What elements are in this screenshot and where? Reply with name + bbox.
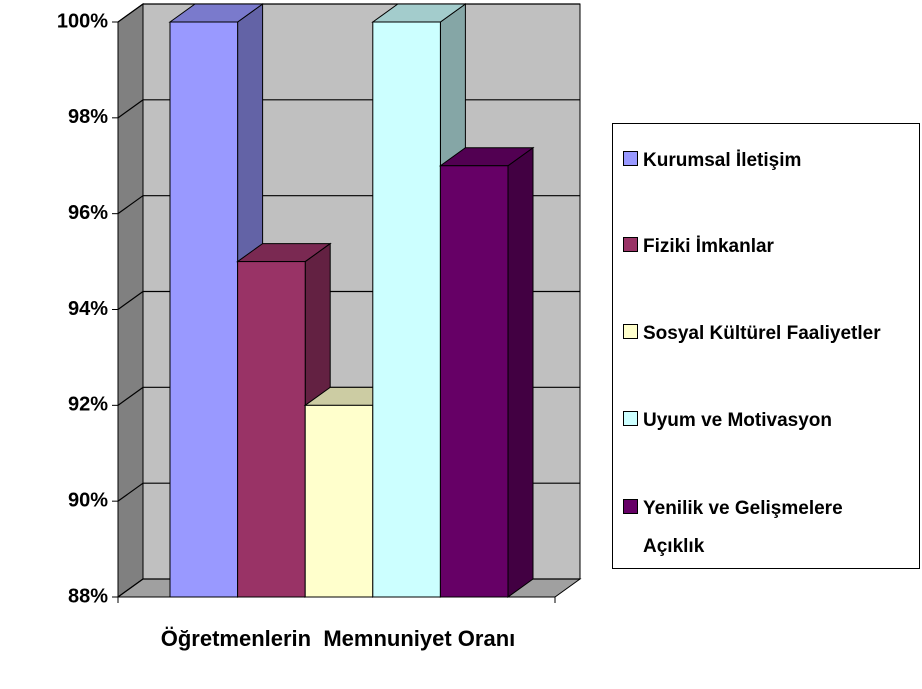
y-tick-label: 96%	[68, 202, 108, 224]
legend-item: Fiziki İmkanlar	[623, 228, 898, 266]
x-tick-label: Öğretmenlerin Memnuniyet Oranı	[160, 626, 516, 651]
legend-swatch	[623, 151, 638, 166]
legend-item: Kurumsal İletişim	[623, 142, 898, 180]
bar	[372, 21, 441, 598]
bar	[169, 21, 239, 598]
legend-label: Kurumsal İletişim	[643, 150, 802, 171]
y-tick-label: 94%	[68, 298, 108, 320]
legend-label: Uyum ve Motivasyon	[643, 410, 832, 431]
y-tick-label: 90%	[68, 489, 108, 511]
legend-swatch	[623, 499, 638, 514]
legend: Kurumsal İletişim Fiziki İmkanlar Sosyal K…	[612, 123, 920, 569]
legend-swatch	[623, 324, 638, 339]
legend-item: Uyum ve Motivasyon	[623, 402, 898, 440]
legend-label: Yenilik ve Gelişmelere Açıklık	[643, 498, 843, 557]
legend-label: Sosyal Kültürel Faaliyetler	[643, 323, 881, 344]
legend-item: Sosyal Kültürel Faaliyetler	[623, 315, 898, 353]
legend-label: Fiziki İmkanlar	[643, 236, 774, 257]
legend-swatch	[623, 411, 638, 426]
bar	[237, 261, 306, 598]
bar-side	[507, 146, 534, 598]
y-tick-label: 100%	[57, 10, 108, 32]
bar	[439, 165, 509, 598]
y-tick-label: 98%	[68, 106, 108, 128]
y-tick-label: 88%	[68, 585, 108, 607]
legend-item: Yenilik ve Gelişmelere Açıklık	[623, 490, 898, 566]
legend-swatch	[623, 237, 638, 252]
bar	[304, 404, 374, 598]
y-tick-label: 92%	[68, 394, 108, 416]
